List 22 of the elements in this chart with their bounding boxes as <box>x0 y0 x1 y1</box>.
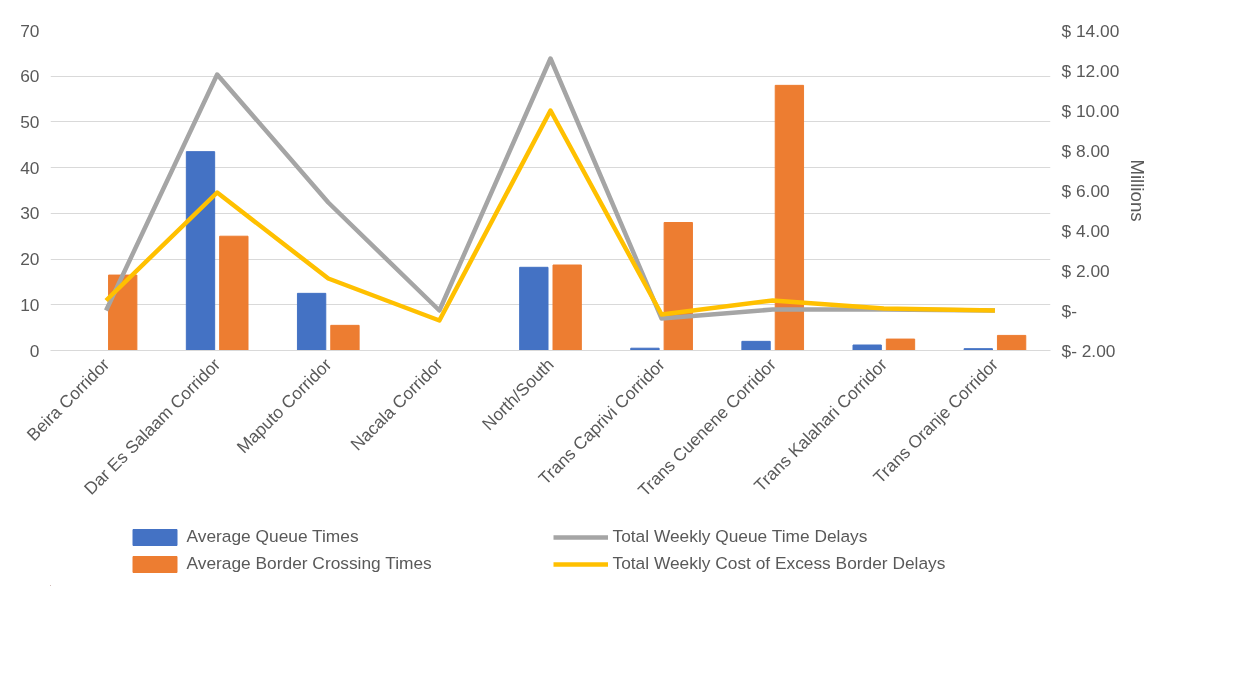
y2-tick-label: $ 12.00 <box>1061 60 1120 81</box>
y2-tick-label: $ 8.00 <box>1061 140 1110 161</box>
legend-label: Total Weekly Cost of Excess Border Delays <box>612 553 947 574</box>
y2-tick-label: $ 4.00 <box>1061 220 1110 241</box>
legend-label: Average Queue Times <box>186 526 360 547</box>
y2-tick-label: $ 14.00 <box>1061 20 1120 41</box>
legend-label: Total Weekly Queue Time Delays <box>612 526 869 547</box>
y2-tick-label: $ 10.00 <box>1061 100 1120 121</box>
y2-tick-label: $- <box>1061 300 1077 321</box>
y-tick-label: 50 <box>20 111 40 132</box>
legend-label: Average Border Crossing Times <box>186 553 433 574</box>
y-tick-label: 10 <box>20 294 40 315</box>
y2-tick-label: $- 2.00 <box>1061 340 1116 361</box>
y2-tick-label: $ 2.00 <box>1061 260 1110 281</box>
y2-axis-title: Millions <box>1127 159 1149 222</box>
y-tick-label: 40 <box>20 157 40 178</box>
y-tick-label: 0 <box>29 340 40 361</box>
y-tick-label: 30 <box>20 203 40 224</box>
y-tick-label: 20 <box>20 249 40 270</box>
y-tick-label: 60 <box>20 66 40 87</box>
y2-tick-label: $ 6.00 <box>1061 180 1110 201</box>
y-tick-label: 70 <box>20 20 40 41</box>
